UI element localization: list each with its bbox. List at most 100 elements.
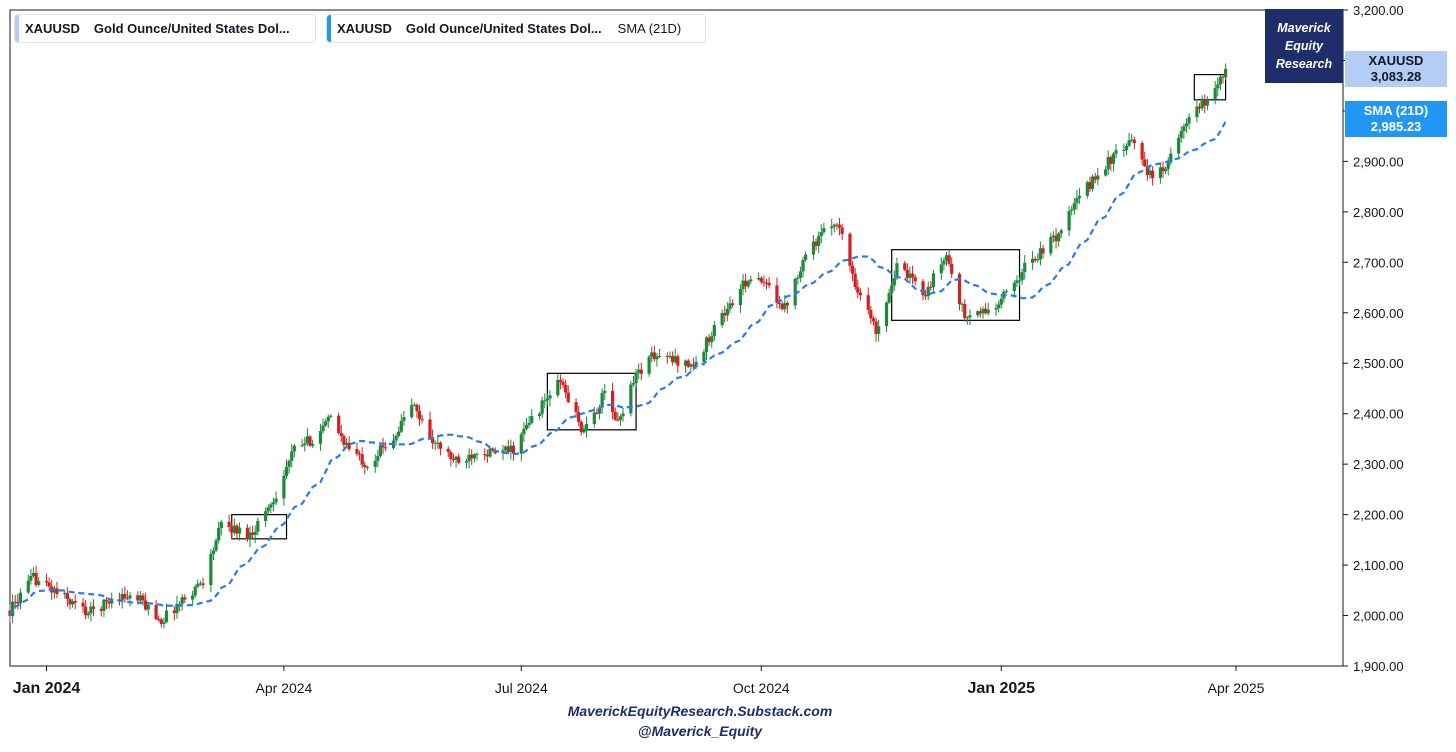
logo-line-3: Research xyxy=(1275,57,1333,71)
candle xyxy=(704,336,709,361)
candle xyxy=(997,300,1001,313)
legend-sma-series[interactable]: XAUUSD Gold Ounce/United States Dol... S… xyxy=(326,14,706,43)
candle xyxy=(981,306,985,319)
candle xyxy=(942,257,946,271)
candle xyxy=(511,441,516,461)
candle xyxy=(796,274,800,285)
candle xyxy=(47,577,51,590)
candle xyxy=(749,275,753,285)
candle xyxy=(814,238,818,251)
logo-line-1: Maverick xyxy=(1277,21,1331,35)
candle xyxy=(324,418,328,427)
candle xyxy=(811,235,816,260)
candle xyxy=(164,603,169,624)
candle xyxy=(384,441,388,452)
candle xyxy=(858,288,863,301)
candle xyxy=(504,445,508,453)
candle xyxy=(804,251,808,262)
candle xyxy=(290,444,294,468)
candle xyxy=(1169,147,1173,166)
candle xyxy=(621,407,625,422)
candle xyxy=(1213,80,1217,105)
candle xyxy=(84,599,88,620)
candle xyxy=(1200,95,1204,111)
y-tick-label: 2,700.00 xyxy=(1353,255,1404,270)
candle xyxy=(256,517,260,536)
candle xyxy=(519,431,523,462)
candle xyxy=(582,425,586,434)
candle xyxy=(44,573,49,587)
candle xyxy=(219,519,223,536)
candle xyxy=(318,423,323,451)
candle xyxy=(201,577,205,589)
candle xyxy=(410,398,414,419)
candle xyxy=(360,447,364,469)
candle xyxy=(1182,123,1186,139)
candle xyxy=(976,310,980,318)
legend-main-name: Gold Ounce/United States Dol... xyxy=(93,21,290,36)
candle xyxy=(438,441,443,456)
candle xyxy=(337,412,341,435)
legend-main-series[interactable]: XAUUSD Gold Ounce/United States Dol... xyxy=(14,14,316,43)
candle xyxy=(1015,275,1019,287)
candle xyxy=(11,594,15,624)
logo-line-2: Equity xyxy=(1284,39,1324,53)
candle xyxy=(144,592,148,612)
candle xyxy=(433,440,437,451)
candle xyxy=(822,222,826,235)
candle xyxy=(245,524,249,542)
candle xyxy=(905,263,909,281)
y-tick-label: 1,900.00 xyxy=(1353,659,1404,674)
candle xyxy=(1075,190,1079,210)
candle xyxy=(637,363,641,380)
candle xyxy=(99,606,103,617)
candle xyxy=(629,381,633,417)
candle xyxy=(639,362,643,381)
candle xyxy=(764,278,769,290)
candle xyxy=(211,547,216,560)
candle xyxy=(780,300,784,311)
candle xyxy=(1114,144,1118,159)
xauusd-tag-value: 3,083.28 xyxy=(1370,69,1422,84)
candle xyxy=(347,436,351,452)
candle xyxy=(853,268,857,291)
candle xyxy=(154,599,158,621)
candle xyxy=(1077,188,1082,205)
y-tick-label: 3,200.00 xyxy=(1353,3,1404,18)
candle xyxy=(269,502,273,514)
candle xyxy=(1221,73,1225,84)
candle xyxy=(730,299,735,308)
candle xyxy=(68,597,72,610)
candle xyxy=(777,296,782,309)
candle xyxy=(357,450,362,461)
candle xyxy=(292,443,296,458)
footer-website: MaverickEquityResearch.Substack.com xyxy=(567,703,833,719)
candle xyxy=(741,273,745,296)
candle xyxy=(673,349,677,364)
y-tick-label: 2,900.00 xyxy=(1353,154,1404,169)
highlight-box xyxy=(891,249,1021,321)
candle xyxy=(1158,163,1162,184)
candle xyxy=(710,331,714,348)
candle xyxy=(723,305,727,323)
candle xyxy=(355,442,359,457)
candle xyxy=(903,260,907,272)
candle xyxy=(1130,133,1134,143)
candle xyxy=(767,276,771,289)
candle xyxy=(647,355,651,377)
candle xyxy=(707,333,711,346)
candle xyxy=(1036,253,1040,263)
candle xyxy=(454,455,458,468)
candle xyxy=(1177,134,1181,160)
candle xyxy=(37,577,41,587)
candle xyxy=(376,449,380,468)
candle xyxy=(890,282,894,296)
candle xyxy=(1093,172,1097,184)
candle xyxy=(522,422,526,443)
candle xyxy=(887,288,891,305)
candle xyxy=(759,276,763,285)
candle xyxy=(365,465,369,471)
candle xyxy=(397,426,401,438)
candle xyxy=(924,289,928,301)
candle xyxy=(1148,165,1152,179)
